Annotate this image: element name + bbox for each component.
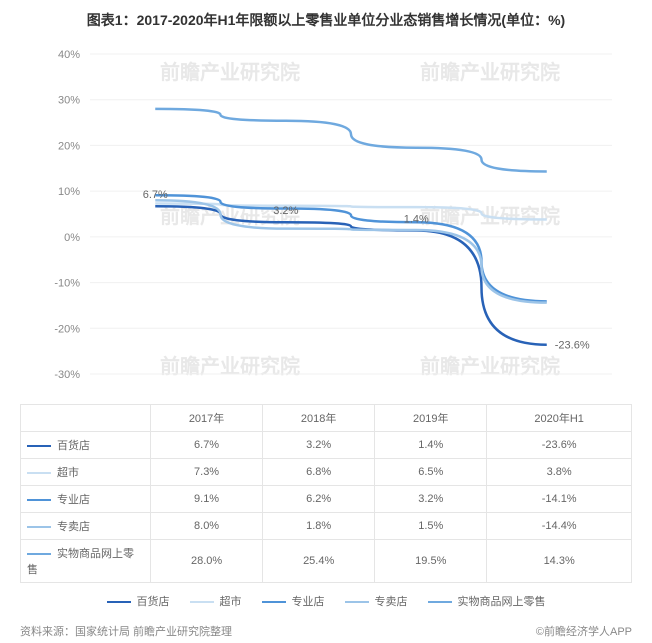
table-col-header: 2020年H1 [487,405,632,432]
table-cell: 1.8% [263,513,375,540]
row-label-cell: 实物商品网上零售 [21,540,151,583]
legend-swatch [262,601,286,604]
table-cell: 6.2% [263,486,375,513]
table-cell: 7.3% [151,459,263,486]
row-label: 超市 [57,467,79,479]
series-swatch [27,553,51,556]
series-swatch [27,472,51,475]
row-label-cell: 专卖店 [21,513,151,540]
table-cell: 9.1% [151,486,263,513]
legend-item: 专卖店 [345,593,408,609]
table-col-header: 2019年 [375,405,487,432]
table-row: 专业店 9.1%6.2%3.2%-14.1% [21,486,632,513]
table-cell: 6.7% [151,432,263,459]
row-label: 专业店 [57,494,90,506]
data-label: 6.7% [143,189,168,201]
legend-swatch [190,601,214,604]
legend-label: 专业店 [292,596,325,608]
row-label: 百货店 [57,440,90,452]
table-header-row: 2017年2018年2019年2020年H1 [21,405,632,432]
data-label: -23.6% [555,340,590,352]
table-row: 百货店 6.7%3.2%1.4%-23.6% [21,432,632,459]
table-cell: -23.6% [487,432,632,459]
line-chart-svg: -30% -20% -10% 0% 10% 20% 30% 40% 6.7% 3.2% 1.4% -2… [20,44,632,404]
legend-swatch [345,601,369,604]
table-col-header: 2017年 [151,405,263,432]
row-label-cell: 专业店 [21,486,151,513]
series-line-4 [155,109,547,172]
legend-swatch [107,601,131,604]
table-cell: 1.4% [375,432,487,459]
table-cell: 3.2% [375,486,487,513]
table-col-header [21,405,151,432]
table-row: 超市 7.3%6.8%6.5%3.8% [21,459,632,486]
series-swatch [27,526,51,529]
series-swatch [27,499,51,502]
series-swatch [27,445,51,448]
y-tick-label: 10% [58,186,80,198]
legend-item: 超市 [190,593,242,609]
row-label-cell: 超市 [21,459,151,486]
table-cell: 8.0% [151,513,263,540]
legend-label: 百货店 [137,596,170,608]
source-text: 资料来源：国家统计局 前瞻产业研究院整理 [20,623,232,639]
chart-area: -30% -20% -10% 0% 10% 20% 30% 40% 6.7% 3.2% 1.4% -2… [20,44,632,404]
table-cell: 3.8% [487,459,632,486]
legend-label: 超市 [220,596,242,608]
table-cell: 14.3% [487,540,632,583]
legend-swatch [428,601,452,604]
y-tick-label: 40% [58,49,80,61]
y-tick-label: -20% [54,323,80,335]
y-tick-label: 0% [64,232,80,244]
table-cell: 3.2% [263,432,375,459]
data-label: 3.2% [273,205,298,217]
table-cell: 6.8% [263,459,375,486]
table-col-header: 2018年 [263,405,375,432]
table-cell: 1.5% [375,513,487,540]
table-cell: 6.5% [375,459,487,486]
series-line-0 [155,206,547,345]
footer: 资料来源：国家统计局 前瞻产业研究院整理 ©前瞻经济学人APP [20,623,632,639]
y-tick-label: 30% [58,95,80,107]
legend: 百货店 超市 专业店 专卖店 实物商品网上零售 [20,593,632,609]
data-table-wrap: 2017年2018年2019年2020年H1 百货店6.7%3.2%1.4%-2… [20,404,632,583]
data-label: 1.4% [404,213,429,225]
table-row: 实物商品网上零售28.0%25.4%19.5%14.3% [21,540,632,583]
table-cell: -14.1% [487,486,632,513]
legend-item: 百货店 [107,593,170,609]
table-cell: 28.0% [151,540,263,583]
row-label-cell: 百货店 [21,432,151,459]
copyright-text: ©前瞻经济学人APP [536,623,632,639]
row-label: 专卖店 [57,521,90,533]
table-cell: 19.5% [375,540,487,583]
chart-title: 图表1：2017-2020年H1年限额以上零售业单位分业态销售增长情况(单位：%… [0,0,652,36]
data-table: 2017年2018年2019年2020年H1 百货店6.7%3.2%1.4%-2… [20,404,632,583]
legend-item: 专业店 [262,593,325,609]
legend-label: 专卖店 [375,596,408,608]
y-tick-label: -10% [54,278,80,290]
table-body: 百货店6.7%3.2%1.4%-23.6%超市7.3%6.8%6.5%3.8%专… [21,432,632,583]
y-tick-label: 20% [58,140,80,152]
legend-label: 实物商品网上零售 [458,596,546,608]
legend-item: 实物商品网上零售 [428,593,546,609]
table-cell: -14.4% [487,513,632,540]
table-cell: 25.4% [263,540,375,583]
table-row: 专卖店 8.0%1.8%1.5%-14.4% [21,513,632,540]
y-tick-label: -30% [54,369,80,381]
